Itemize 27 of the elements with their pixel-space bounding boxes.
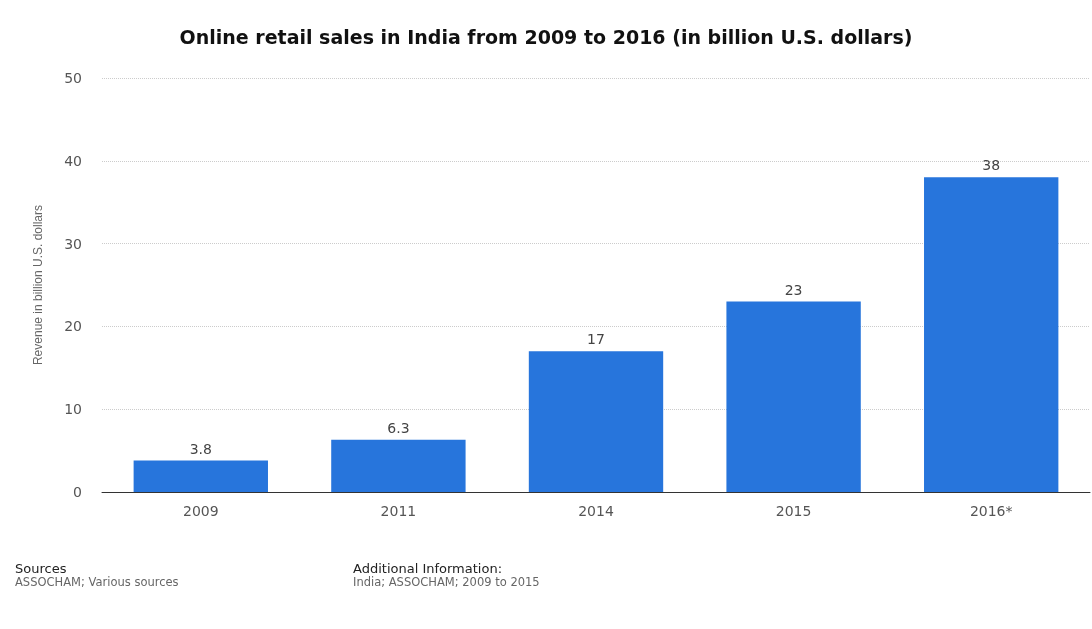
- data-label: 17: [587, 331, 605, 348]
- y-tick-label: 30: [64, 235, 82, 252]
- y-tick-label: 40: [64, 152, 82, 169]
- bar: [924, 177, 1059, 492]
- text: Sources: [15, 561, 67, 576]
- bar: [133, 460, 268, 492]
- chart-title: Online retail sales in India from 2009 to 2016 (in billion U.S. dollars): [179, 25, 913, 48]
- data-label: 38: [982, 157, 1001, 174]
- y-tick-label: 10: [64, 401, 82, 418]
- text: India; ASSOCHAM; 2009 to 2015: [353, 575, 540, 589]
- data-label: 3.8: [189, 440, 212, 457]
- x-tick-label: 2011: [380, 503, 417, 519]
- y-tick-label: 20: [64, 318, 82, 335]
- y-tick-label: 50: [64, 70, 82, 86]
- text: ASSOCHAM; Various sources: [15, 575, 179, 589]
- data-label: 23: [784, 281, 803, 298]
- data-label: 6.3: [387, 419, 410, 436]
- y-tick-label: 0: [73, 484, 82, 500]
- text: Additional Information:: [353, 561, 503, 576]
- x-tick-label: 2016*: [969, 503, 1013, 519]
- bar: [331, 439, 466, 492]
- bar: [726, 301, 861, 492]
- x-tick-label: 2014: [578, 503, 614, 519]
- bar: [528, 351, 664, 492]
- y-axis-title: Revenue in billion U.S. dollars: [31, 204, 45, 366]
- x-tick-label: 2009: [182, 503, 219, 519]
- x-tick-label: 2015: [775, 503, 812, 519]
